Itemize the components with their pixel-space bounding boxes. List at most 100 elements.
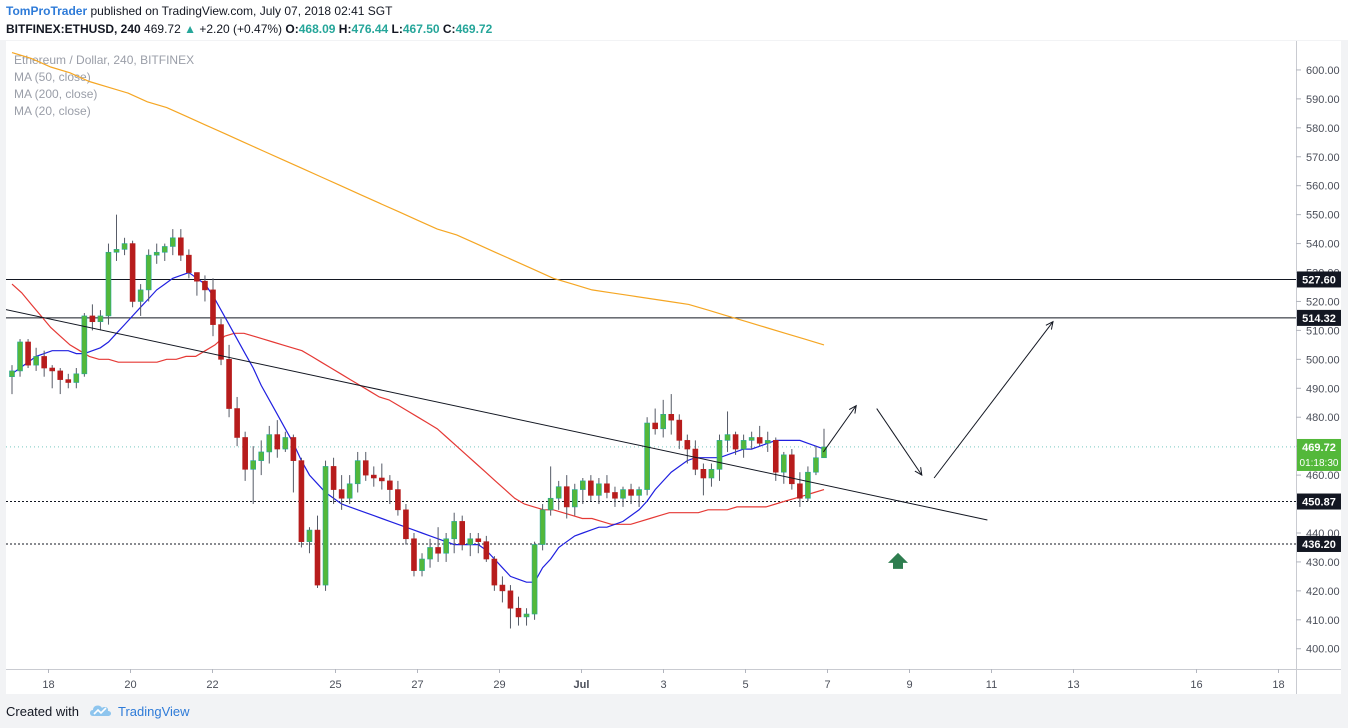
time-axis[interactable]: 18 20 22 25 27 29 Jul 3 5 7 9 11 13 16 18 <box>42 669 1285 691</box>
x-tick-label: 20 <box>124 679 136 691</box>
candle-down <box>652 422 658 430</box>
candle-up <box>555 486 562 499</box>
candle-down <box>194 272 200 282</box>
last-value: 469.72 <box>144 22 181 36</box>
candle-down <box>588 480 594 496</box>
candle-up <box>9 370 15 378</box>
x-tick-label: Jul <box>574 679 590 691</box>
chart-area[interactable]: Ethereum / Dollar, 240, BITFINEX MA (50,… <box>0 41 1341 694</box>
price-chart[interactable]: Ethereum / Dollar, 240, BITFINEX MA (50,… <box>0 41 1341 694</box>
candle-down <box>499 584 506 592</box>
y-tick-label: 600.00 <box>1306 65 1340 77</box>
candle-up <box>724 434 731 441</box>
x-tick-label: 22 <box>206 679 218 691</box>
candle-down <box>226 359 232 409</box>
candle-up <box>419 558 425 571</box>
legend-ma20: MA (20, close) <box>14 104 91 118</box>
x-tick-label: 18 <box>1272 679 1284 691</box>
candle-down <box>612 492 618 499</box>
price-level-tag <box>1297 309 1341 326</box>
published-text: published on TradingView.com, July 07, 2… <box>90 4 393 18</box>
candle-up <box>105 251 112 317</box>
price-axis[interactable]: 400.00410.00420.00430.00440.00450.00460.… <box>1296 65 1341 656</box>
candle-up <box>17 341 23 372</box>
projection-arrow-down-head <box>914 467 923 477</box>
candle-up <box>708 469 715 479</box>
candle-up <box>121 243 128 250</box>
candle-down <box>298 460 305 542</box>
projection-arrow-up-2 <box>933 321 1054 479</box>
y-tick-label: 490.00 <box>1306 383 1340 395</box>
y-tick-label: 590.00 <box>1306 94 1340 106</box>
candle-up <box>821 446 827 459</box>
ma200-line <box>11 52 825 346</box>
candle-down <box>692 448 699 470</box>
price-level-label: 436.20 <box>1302 539 1336 551</box>
candle-down <box>756 437 763 444</box>
candle-down <box>25 341 31 366</box>
projection-arrow-up-1 <box>822 405 857 453</box>
last-price-label: 469.72 <box>1302 442 1336 454</box>
candle-down <box>515 607 522 618</box>
y-tick-label: 460.00 <box>1306 470 1340 482</box>
symbol-label: BITFINEX:ETHUSD, 240 <box>6 22 141 36</box>
x-tick-label: 13 <box>1067 679 1079 691</box>
candle-down <box>668 414 675 421</box>
author-link[interactable]: TomProTrader <box>6 4 88 18</box>
y-tick-label: 540.00 <box>1306 239 1340 251</box>
candle-down <box>684 440 691 450</box>
candle-up <box>282 437 289 450</box>
candle-up <box>322 466 329 586</box>
candle-up <box>346 483 353 499</box>
candle-up <box>748 437 755 441</box>
close-value: 469.72 <box>455 22 493 36</box>
price-level-label: 527.60 <box>1302 274 1336 286</box>
candle-down <box>65 379 72 383</box>
created-with-text: Created with <box>6 704 79 719</box>
chart-header: TomProTrader published on TradingView.co… <box>0 0 1348 40</box>
candle-up <box>620 489 626 499</box>
tradingview-cloud-icon[interactable] <box>88 702 112 718</box>
candle-up <box>660 414 667 430</box>
candle-up <box>740 440 747 450</box>
candle-up <box>258 451 265 461</box>
x-tick-label: 9 <box>906 679 912 691</box>
ma20-line <box>11 271 825 583</box>
drawings <box>0 307 1054 569</box>
candle-up <box>644 422 650 490</box>
candle-down <box>604 483 610 493</box>
candle-down <box>387 480 393 490</box>
y-tick-label: 400.00 <box>1306 644 1340 656</box>
change-arrow-icon: ▲ <box>184 22 196 36</box>
x-tick-label: 25 <box>329 679 341 691</box>
high-value: 476.44 <box>351 22 389 36</box>
change-value: +2.20 (+0.47%) <box>199 22 283 36</box>
projection-arrow-up-1-head <box>848 404 857 414</box>
candle-up <box>81 315 88 375</box>
candle-up <box>443 538 449 554</box>
candle-down <box>41 356 47 369</box>
candle-up <box>813 457 819 473</box>
candle-down <box>330 466 337 490</box>
candle-down <box>732 434 739 450</box>
symbol-line: BITFINEX:ETHUSD, 240 469.72 ▲ +2.20 (+0.… <box>6 22 492 36</box>
candle-up <box>531 544 538 615</box>
candle-up <box>805 471 811 499</box>
candle-up <box>427 547 433 560</box>
candle-down <box>411 538 417 571</box>
candle-down <box>89 315 96 323</box>
y-tick-label: 420.00 <box>1306 586 1340 598</box>
projection-arrow-down <box>876 408 923 476</box>
candle-down <box>314 529 321 586</box>
y-tick-label: 430.00 <box>1306 557 1340 569</box>
y-tick-label: 510.00 <box>1306 325 1340 337</box>
trendline <box>0 307 988 521</box>
tradingview-brand-link[interactable]: TradingView <box>118 704 190 719</box>
chart-frame <box>6 41 1341 694</box>
candle-down <box>507 590 514 609</box>
candle-down <box>290 437 297 461</box>
open-label: O: <box>285 22 299 36</box>
candle-down <box>563 486 570 508</box>
y-tick-label: 500.00 <box>1306 354 1340 366</box>
x-tick-label: 11 <box>986 679 997 691</box>
